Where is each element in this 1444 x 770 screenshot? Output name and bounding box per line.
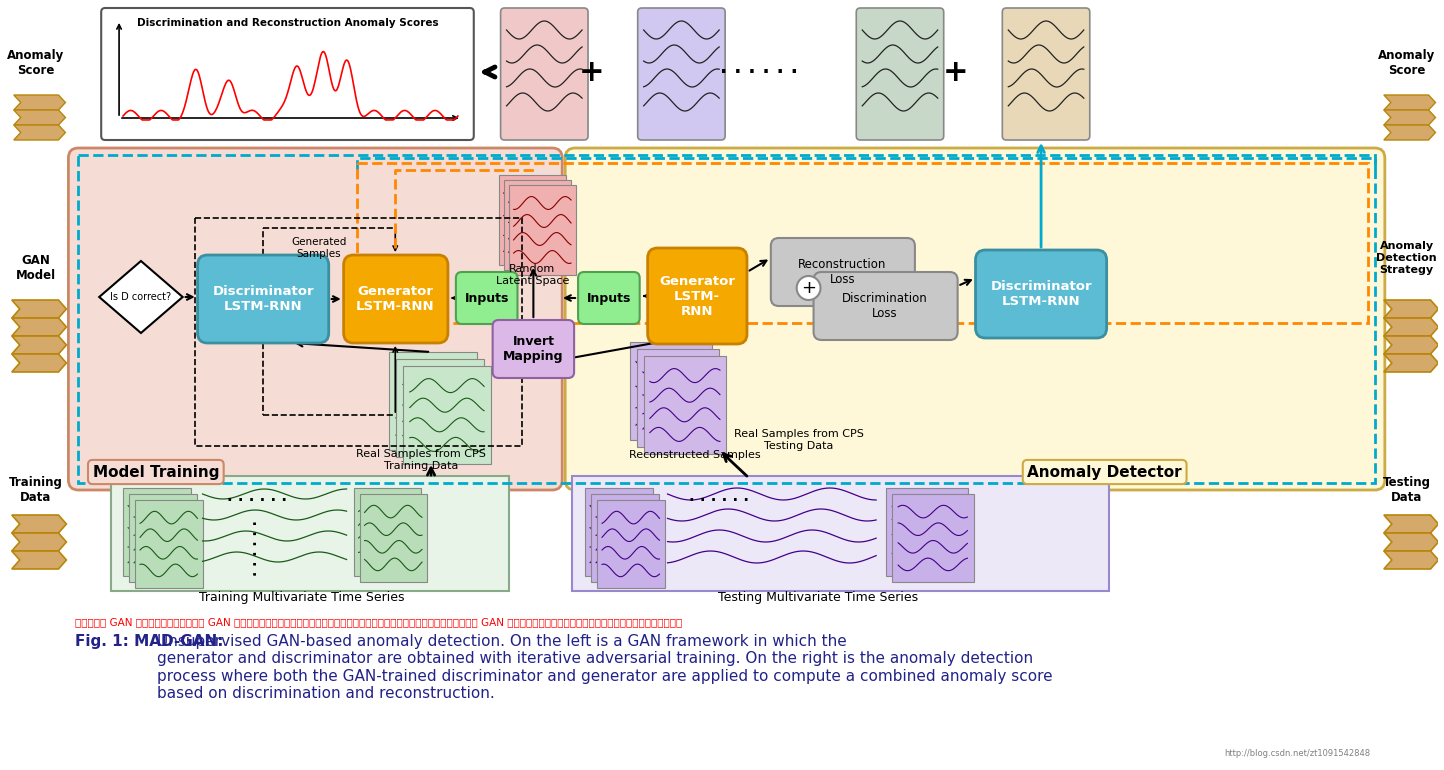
Bar bbox=[123, 488, 191, 576]
Bar bbox=[403, 366, 491, 464]
Text: Testing
Data: Testing Data bbox=[1383, 476, 1431, 504]
Text: Inputs: Inputs bbox=[586, 292, 631, 304]
Polygon shape bbox=[1383, 95, 1435, 110]
Polygon shape bbox=[12, 551, 66, 569]
Bar bbox=[129, 494, 196, 582]
Polygon shape bbox=[12, 354, 66, 372]
Bar bbox=[396, 359, 484, 457]
Bar bbox=[195, 218, 523, 446]
Text: · · · · · ·: · · · · · · bbox=[721, 62, 799, 82]
FancyBboxPatch shape bbox=[565, 148, 1385, 490]
Polygon shape bbox=[1383, 110, 1435, 125]
Text: Generator
LSTM-RNN: Generator LSTM-RNN bbox=[357, 285, 435, 313]
Bar bbox=[637, 349, 719, 447]
Polygon shape bbox=[1383, 125, 1435, 140]
Polygon shape bbox=[12, 515, 66, 533]
Text: Reconstructed Samples: Reconstructed Samples bbox=[628, 450, 760, 460]
FancyBboxPatch shape bbox=[198, 255, 329, 343]
Bar bbox=[508, 185, 576, 275]
Text: Anomaly
Score: Anomaly Score bbox=[1378, 49, 1435, 77]
Text: Discriminator
LSTM-RNN: Discriminator LSTM-RNN bbox=[991, 280, 1092, 308]
Text: Random
Latent Space: Random Latent Space bbox=[495, 264, 569, 286]
Text: Real Samples from CPS
Testing Data: Real Samples from CPS Testing Data bbox=[734, 429, 864, 450]
Text: +: + bbox=[579, 58, 605, 86]
FancyBboxPatch shape bbox=[578, 272, 640, 324]
Text: Reconstruction
Loss: Reconstruction Loss bbox=[799, 258, 887, 286]
FancyBboxPatch shape bbox=[501, 8, 588, 140]
Polygon shape bbox=[1383, 318, 1438, 336]
Text: +: + bbox=[801, 279, 816, 297]
Bar bbox=[111, 476, 508, 591]
Bar bbox=[78, 155, 1375, 483]
Text: Anomaly
Score: Anomaly Score bbox=[7, 49, 64, 77]
Text: Model Training: Model Training bbox=[92, 464, 219, 480]
Text: Testing Multivariate Time Series: Testing Multivariate Time Series bbox=[719, 591, 918, 604]
Text: Generated
Samples: Generated Samples bbox=[292, 237, 347, 259]
FancyBboxPatch shape bbox=[813, 272, 957, 340]
Text: +: + bbox=[943, 58, 969, 86]
Bar bbox=[504, 180, 572, 270]
Bar bbox=[644, 356, 726, 454]
Bar bbox=[390, 352, 477, 450]
Text: Discrimination
Loss: Discrimination Loss bbox=[842, 292, 928, 320]
Polygon shape bbox=[12, 300, 66, 318]
Text: Invert
Mapping: Invert Mapping bbox=[503, 335, 563, 363]
Text: Discriminator
LSTM-RNN: Discriminator LSTM-RNN bbox=[212, 285, 313, 313]
FancyBboxPatch shape bbox=[68, 148, 562, 490]
Circle shape bbox=[797, 276, 820, 300]
Text: Fig. 1: MAD-GAN:: Fig. 1: MAD-GAN: bbox=[75, 634, 230, 649]
FancyBboxPatch shape bbox=[638, 8, 725, 140]
Bar bbox=[892, 494, 973, 582]
Bar bbox=[572, 476, 1109, 591]
Polygon shape bbox=[12, 533, 66, 551]
Polygon shape bbox=[1383, 300, 1438, 318]
Polygon shape bbox=[1383, 336, 1438, 354]
Polygon shape bbox=[1383, 551, 1438, 569]
FancyBboxPatch shape bbox=[771, 238, 915, 306]
Polygon shape bbox=[12, 336, 66, 354]
Bar bbox=[360, 494, 427, 582]
FancyBboxPatch shape bbox=[492, 320, 575, 378]
Text: Discrimination and Reconstruction Anomaly Scores: Discrimination and Reconstruction Anomal… bbox=[137, 18, 439, 28]
FancyBboxPatch shape bbox=[976, 250, 1106, 338]
Text: Generator
LSTM-
RNN: Generator LSTM- RNN bbox=[660, 274, 735, 317]
Polygon shape bbox=[14, 95, 65, 110]
Polygon shape bbox=[1383, 354, 1438, 372]
FancyBboxPatch shape bbox=[456, 272, 517, 324]
Polygon shape bbox=[100, 261, 182, 333]
Text: Anomaly Detector: Anomaly Detector bbox=[1027, 464, 1183, 480]
Polygon shape bbox=[12, 318, 66, 336]
Polygon shape bbox=[1383, 533, 1438, 551]
Bar bbox=[596, 500, 664, 588]
Bar bbox=[354, 488, 422, 576]
Text: Training
Data: Training Data bbox=[9, 476, 62, 504]
FancyBboxPatch shape bbox=[344, 255, 448, 343]
Text: Training Multivariate Time Series: Training Multivariate Time Series bbox=[199, 591, 404, 604]
Bar bbox=[134, 500, 202, 588]
Bar bbox=[585, 488, 653, 576]
Text: Unsupervised GAN-based anomaly detection. On the left is a GAN framework in whic: Unsupervised GAN-based anomaly detection… bbox=[157, 634, 1053, 701]
Bar bbox=[630, 342, 712, 440]
Text: 基于无监督 GAN 的异常检测。左边是一个 GAN 框架，其中生成器和鉴别器是通过迭代对抗训练获得的。右侧是异常检测过程，其中应用 GAN 训练的鉴别器和生成器: 基于无监督 GAN 的异常检测。左边是一个 GAN 框架，其中生成器和鉴别器是通… bbox=[75, 617, 683, 627]
Text: · · · · · ·: · · · · · · bbox=[250, 520, 264, 576]
Text: Anomaly
Detection
Strategy: Anomaly Detection Strategy bbox=[1376, 242, 1437, 275]
FancyBboxPatch shape bbox=[101, 8, 474, 140]
Text: GAN
Model: GAN Model bbox=[16, 254, 56, 282]
Text: · · · · · ·: · · · · · · bbox=[227, 493, 287, 507]
Text: Inputs: Inputs bbox=[465, 292, 508, 304]
Text: Real Samples from CPS
Training Data: Real Samples from CPS Training Data bbox=[357, 449, 487, 470]
FancyBboxPatch shape bbox=[648, 248, 747, 344]
Polygon shape bbox=[14, 110, 65, 125]
FancyBboxPatch shape bbox=[1002, 8, 1090, 140]
Bar bbox=[591, 494, 658, 582]
FancyBboxPatch shape bbox=[856, 8, 944, 140]
Text: Is D correct?: Is D correct? bbox=[110, 292, 172, 302]
Text: http://blog.csdn.net/zt1091542848: http://blog.csdn.net/zt1091542848 bbox=[1225, 749, 1370, 758]
Bar bbox=[887, 488, 967, 576]
Polygon shape bbox=[1383, 515, 1438, 533]
Bar bbox=[498, 175, 566, 265]
Polygon shape bbox=[14, 125, 65, 140]
Bar bbox=[357, 163, 1367, 323]
Text: · · · · · ·: · · · · · · bbox=[689, 493, 749, 507]
